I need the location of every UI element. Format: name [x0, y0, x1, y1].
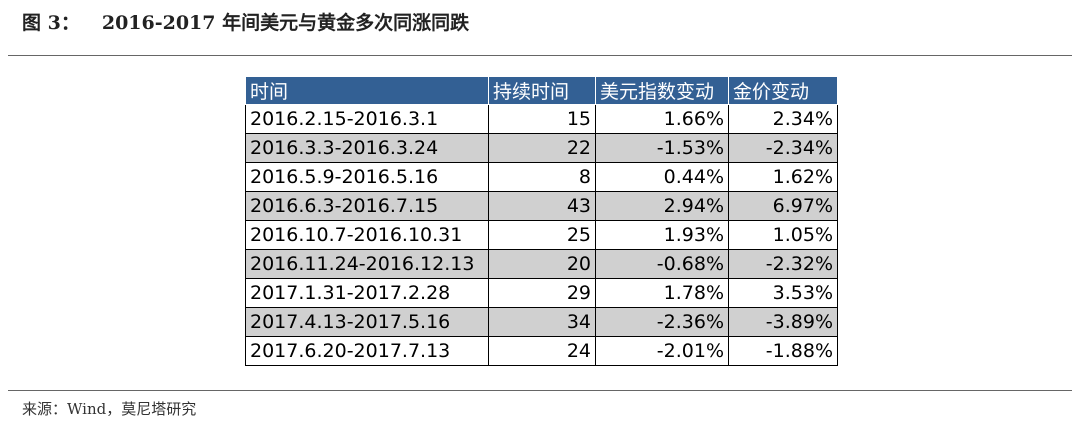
table-cell: 2016.6.3-2016.7.15: [245, 191, 489, 221]
top-rule: [8, 55, 1072, 56]
table-row: 2017.4.13-2017.5.16 34 -2.36% -3.89%: [245, 307, 838, 337]
table-cell: 1.78%: [595, 278, 729, 308]
header-row: 时间 持续时间 美元指数变动 金价变动: [245, 76, 838, 105]
table-cell: 25: [488, 220, 596, 250]
table-cell: 1.05%: [728, 220, 838, 250]
table-cell: 2016.5.9-2016.5.16: [245, 162, 489, 192]
table-cell: 2.34%: [728, 104, 838, 134]
table-body: 2016.2.15-2016.3.1 15 1.66% 2.34% 2016.3.3-2…: [245, 104, 838, 366]
table-cell: 0.44%: [595, 162, 729, 192]
table-cell: 24: [488, 336, 596, 366]
table-row: 2016.11.24-2016.12.13 20 -0.68% -2.32%: [245, 249, 838, 279]
table-cell: -3.89%: [728, 307, 838, 337]
table-cell: -2.32%: [728, 249, 838, 279]
figure-title: 图 3： 2016-2017 年间美元与黄金多次同涨同跌: [22, 8, 469, 35]
table-cell: 2016.2.15-2016.3.1: [245, 104, 489, 134]
table-cell: 34: [488, 307, 596, 337]
table-cell: 3.53%: [728, 278, 838, 308]
header-cell: 美元指数变动: [595, 76, 729, 105]
table-cell: 2017.6.20-2017.7.13: [245, 336, 489, 366]
header-cell: 持续时间: [488, 76, 596, 105]
source-note: 来源：Wind，莫尼塔研究: [22, 400, 197, 418]
figure-caption: 2016-2017 年间美元与黄金多次同涨同跌: [101, 12, 470, 34]
table-cell: 1.66%: [595, 104, 729, 134]
table-row: 2017.6.20-2017.7.13 24 -2.01% -1.88%: [245, 336, 838, 366]
table-cell: 2016.10.7-2016.10.31: [245, 220, 489, 250]
table-cell: 15: [488, 104, 596, 134]
table-cell: -1.88%: [728, 336, 838, 366]
table-row: 2016.2.15-2016.3.1 15 1.66% 2.34%: [245, 104, 838, 134]
table-cell: 22: [488, 133, 596, 163]
table-cell: 2.94%: [595, 191, 729, 221]
table-row: 2016.3.3-2016.3.24 22 -1.53% -2.34%: [245, 133, 838, 163]
data-table: 时间 持续时间 美元指数变动 金价变动 2016.2.15-2016.3.1 15 1.6…: [245, 76, 838, 366]
header-cell: 金价变动: [728, 76, 838, 105]
table-cell: -2.34%: [728, 133, 838, 163]
table-cell: -0.68%: [595, 249, 729, 279]
table-cell: 6.97%: [728, 191, 838, 221]
table-row: 2016.6.3-2016.7.15 43 2.94% 6.97%: [245, 191, 838, 221]
table-cell: 2016.3.3-2016.3.24: [245, 133, 489, 163]
figure-label: 图 3：: [22, 12, 80, 34]
table-cell: -2.01%: [595, 336, 729, 366]
table-cell: 8: [488, 162, 596, 192]
table-cell: 1.93%: [595, 220, 729, 250]
table-cell: 20: [488, 249, 596, 279]
table-cell: 2017.1.31-2017.2.28: [245, 278, 489, 308]
table-row: 2017.1.31-2017.2.28 29 1.78% 3.53%: [245, 278, 838, 308]
header-cell: 时间: [245, 76, 489, 105]
table-cell: -2.36%: [595, 307, 729, 337]
bottom-rule: [8, 390, 1072, 391]
table-cell: 2016.11.24-2016.12.13: [245, 249, 489, 279]
table-cell: 1.62%: [728, 162, 838, 192]
table-cell: 43: [488, 191, 596, 221]
table-cell: -1.53%: [595, 133, 729, 163]
table-cell: 2017.4.13-2017.5.16: [245, 307, 489, 337]
table-cell: 29: [488, 278, 596, 308]
table-row: 2016.10.7-2016.10.31 25 1.93% 1.05%: [245, 220, 838, 250]
table-row: 2016.5.9-2016.5.16 8 0.44% 1.62%: [245, 162, 838, 192]
